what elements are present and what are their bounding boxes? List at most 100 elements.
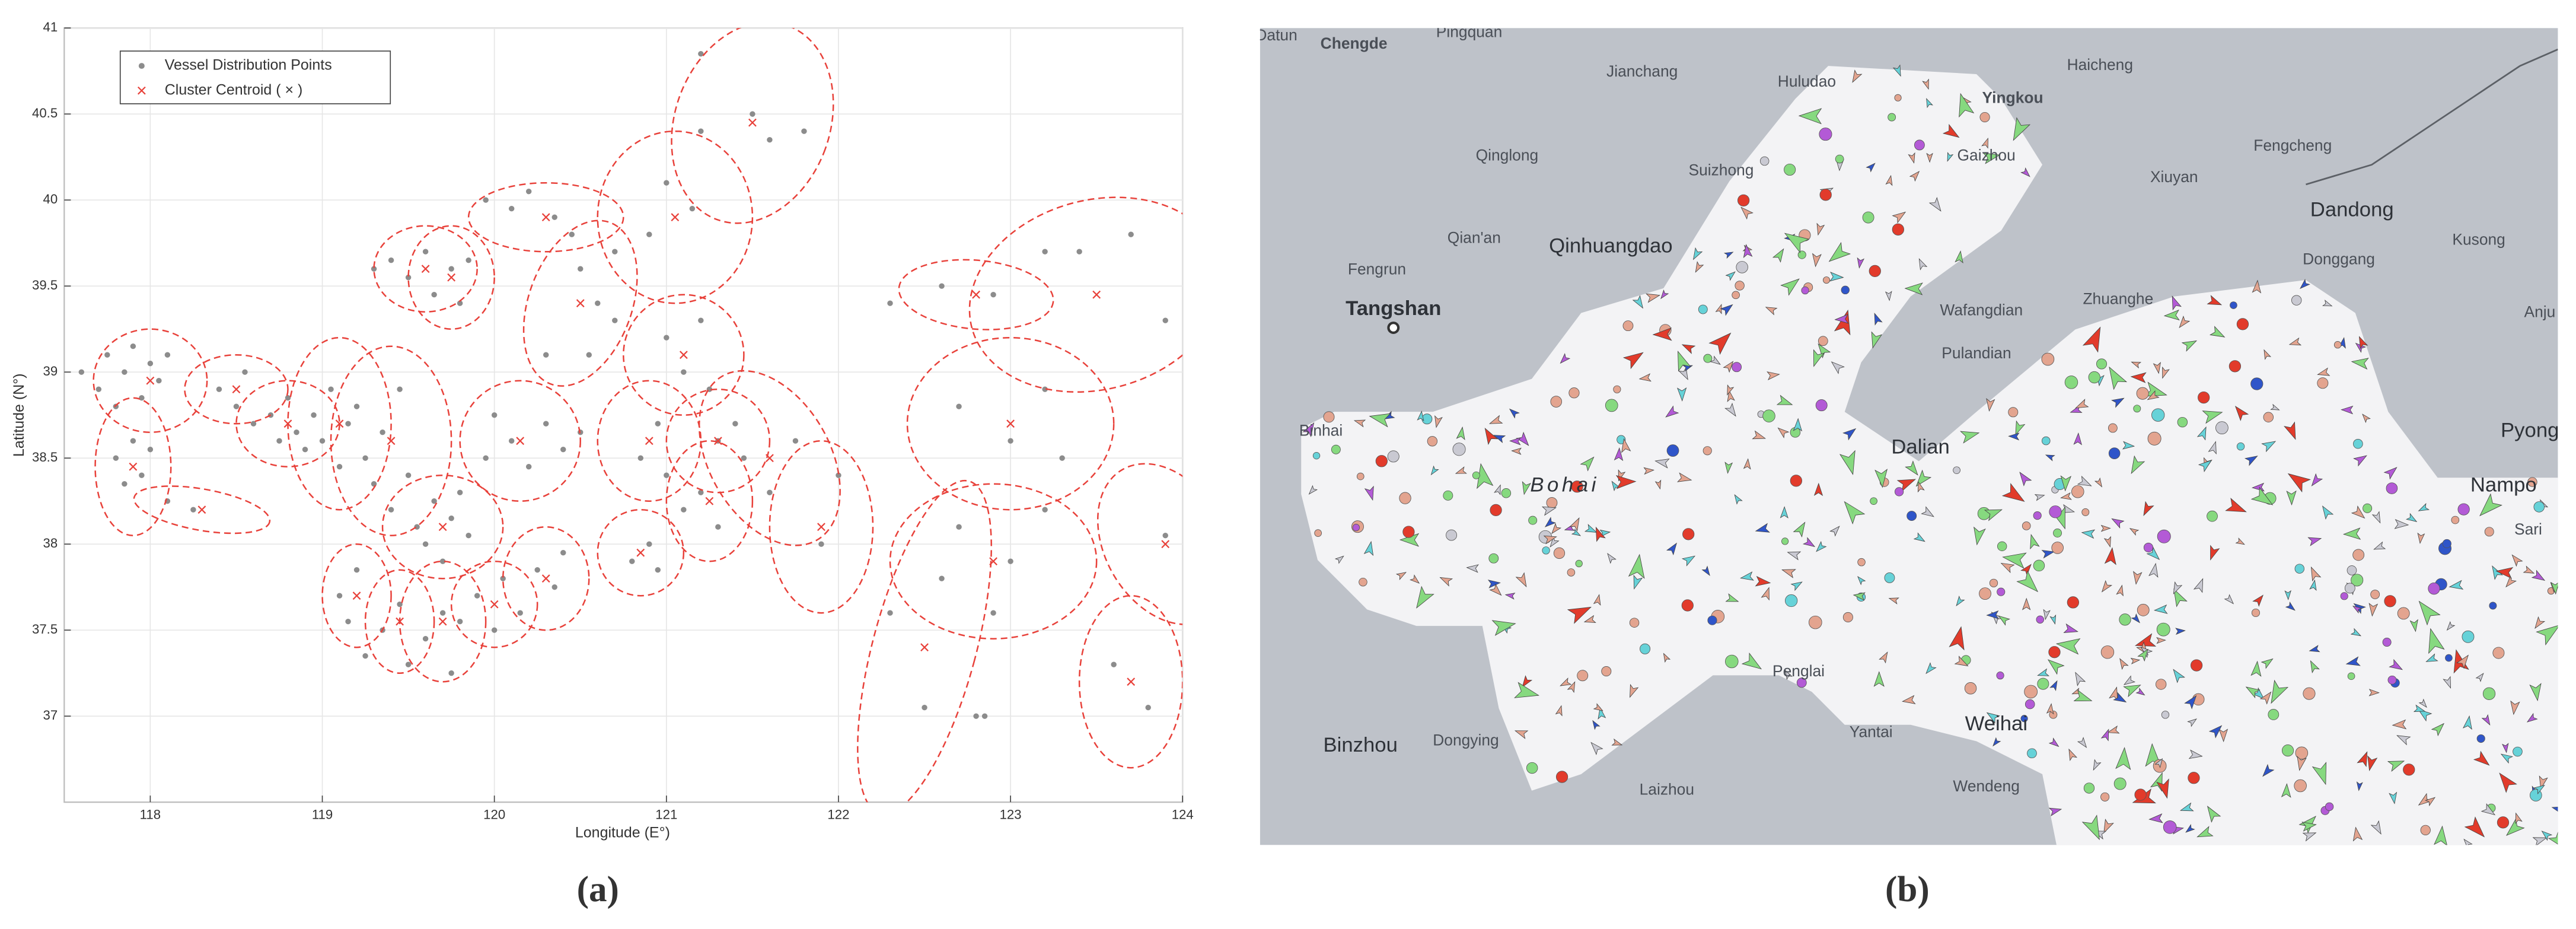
vessel-dot <box>2096 358 2108 370</box>
vessel-arrow <box>1984 509 2003 521</box>
vessel-arrow <box>1981 137 1988 149</box>
vessel-arrow <box>1816 222 1825 236</box>
vessel-arrow <box>2368 689 2380 696</box>
vessel-arrow <box>1487 580 1501 588</box>
cluster-ellipse <box>698 370 841 546</box>
cluster-ellipse <box>968 196 1183 393</box>
vessel-dot <box>2198 391 2210 404</box>
vessel-point <box>500 575 506 581</box>
vessel-arrow <box>2464 816 2485 838</box>
vessel-point <box>422 635 429 642</box>
vessel-arrow <box>2143 501 2154 516</box>
vessel-point <box>491 412 498 418</box>
vessel-point <box>655 421 661 427</box>
vessel-arrow <box>2045 454 2055 462</box>
vessel-dot <box>1613 385 1621 393</box>
vessel-dot <box>2113 777 2127 790</box>
vessel-dot <box>2295 746 2309 760</box>
vessel-point <box>990 610 996 616</box>
vessel-arrow <box>2146 546 2160 560</box>
vessel-dot <box>1989 578 1998 587</box>
place-label: Yantai <box>1850 723 1893 741</box>
vessel-point <box>1008 558 1013 564</box>
vessel-point <box>448 266 454 272</box>
vessel-arrow <box>2188 749 2203 759</box>
vessel-arrow <box>1829 526 1840 537</box>
vessel-arrow <box>1992 737 2001 747</box>
vessel-dot <box>1892 223 1904 236</box>
cluster-ellipse <box>450 560 538 648</box>
vessel-arrow <box>2196 426 2207 441</box>
cross-stroke <box>438 617 447 626</box>
ticks: 118 119 120 121 122 123 124 37 37.5 38 38.5 39 39.5 4… <box>32 20 1194 822</box>
vessel-dot <box>2033 559 2045 572</box>
panel-label: (a) <box>577 870 619 909</box>
vessel-point <box>319 438 326 444</box>
vessel-arrow <box>2351 505 2365 519</box>
cross-stroke <box>576 299 585 308</box>
vessel-arrow <box>1790 581 1803 591</box>
vessel-dot <box>1835 154 1844 164</box>
vessel-arrow <box>1715 304 1722 314</box>
vessel-arrow <box>2387 761 2405 772</box>
vessel-arrow <box>1857 257 1865 269</box>
vessel-dot <box>2067 596 2080 609</box>
vessel-arrow <box>2129 528 2140 536</box>
vessel-arrow <box>2134 633 2157 647</box>
cluster-centroid <box>713 437 722 446</box>
vessel-point <box>1042 249 1048 254</box>
place-label: Gaizhou <box>1957 147 2016 164</box>
vessel-dot <box>2340 592 2348 600</box>
vessel-arrow <box>1511 447 1522 455</box>
vessel-arrow <box>2495 567 2514 579</box>
vessel-point <box>801 128 807 134</box>
cross-stroke <box>1161 540 1170 549</box>
cluster-centroid <box>232 385 241 394</box>
cluster-ellipse <box>502 526 590 631</box>
vessel-dot <box>2025 699 2035 710</box>
vessel-dot <box>1736 261 1748 273</box>
vessel-point <box>1111 661 1117 667</box>
vessel-point <box>422 249 429 254</box>
vessel-arrow <box>2505 575 2517 588</box>
vessel-arrow <box>1583 615 1596 623</box>
vessel-arrow <box>2131 361 2142 369</box>
vessel-arrow <box>1720 304 1733 316</box>
vessel-arrow <box>2185 824 2195 833</box>
vessel-arrow <box>2111 518 2125 529</box>
cross-stroke <box>197 505 206 514</box>
vessel-arrow <box>1813 349 1825 367</box>
vessel-arrow <box>1871 331 1883 349</box>
vessel-dot <box>1823 276 1831 284</box>
vessel-dot <box>2420 825 2431 835</box>
vessel-arrow <box>1776 394 1793 405</box>
vessel-arrow <box>2475 673 2484 682</box>
vessel-arrow <box>2499 772 2517 793</box>
vessel-dot <box>2022 521 2031 530</box>
vessel-point <box>130 343 136 349</box>
vessel-arrow <box>1956 596 1965 607</box>
vessel-dot <box>1841 285 1850 295</box>
vessel-dot <box>1884 572 1895 583</box>
vessel-point <box>569 231 575 237</box>
vessel-point <box>939 575 945 581</box>
vessel-point <box>466 257 471 263</box>
vessel-point <box>431 498 437 504</box>
vessel-arrow <box>1353 419 1366 428</box>
cluster-ellipse <box>287 336 392 511</box>
vessel-arrow <box>1852 69 1863 83</box>
map: Datun Chengde Pingquan Jianchang Huludao Ying… <box>1260 28 2558 845</box>
vessel-arrow <box>1812 253 1822 268</box>
vessel-arrow <box>2307 537 2322 546</box>
cross-stroke <box>645 437 653 446</box>
vessel-arrow <box>1772 248 1784 263</box>
vessel-dot <box>2428 582 2440 595</box>
vessel-point <box>122 481 127 487</box>
vessel-arrow <box>2532 837 2548 845</box>
vessel-point <box>508 205 515 212</box>
vessel-arrow <box>2210 545 2220 561</box>
cluster-ellipse <box>623 294 745 416</box>
vessel-point <box>767 489 773 495</box>
vessel-arrow <box>2046 703 2054 715</box>
cross-stroke <box>766 454 774 463</box>
